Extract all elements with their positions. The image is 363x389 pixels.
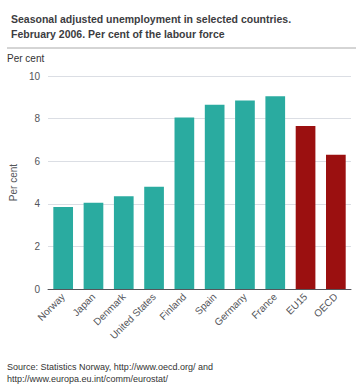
svg-text:Japan: Japan	[70, 291, 97, 318]
svg-text:8: 8	[34, 113, 40, 124]
svg-text:6: 6	[34, 156, 40, 167]
svg-text:Per cent: Per cent	[7, 53, 44, 64]
svg-text:EU15: EU15	[284, 291, 310, 317]
svg-text:Source: Statistics Norway, htt: Source: Statistics Norway, http://www.oe…	[7, 362, 213, 372]
svg-text:Spain: Spain	[193, 291, 219, 317]
svg-text:France: France	[249, 291, 279, 321]
svg-text:OECD: OECD	[312, 291, 340, 319]
svg-text:Finland: Finland	[157, 291, 188, 322]
svg-text:Seasonal adjusted unemployment: Seasonal adjusted unemployment in select…	[11, 13, 291, 25]
svg-text:Germany: Germany	[212, 291, 249, 328]
svg-text:10: 10	[29, 71, 41, 82]
svg-text:February 2006. Per cent of the: February 2006. Per cent of the labour fo…	[11, 28, 225, 40]
svg-text:2: 2	[34, 241, 40, 252]
svg-text:0: 0	[34, 284, 40, 295]
svg-text:http://www.europa.eu.int/comm/: http://www.europa.eu.int/comm/eurostat/	[7, 374, 169, 384]
svg-text:Denmark: Denmark	[91, 291, 128, 328]
svg-text:Per cent: Per cent	[8, 164, 19, 201]
svg-text:United States: United States	[108, 291, 158, 341]
svg-text:Norway: Norway	[35, 291, 67, 323]
svg-text:4: 4	[34, 198, 40, 209]
